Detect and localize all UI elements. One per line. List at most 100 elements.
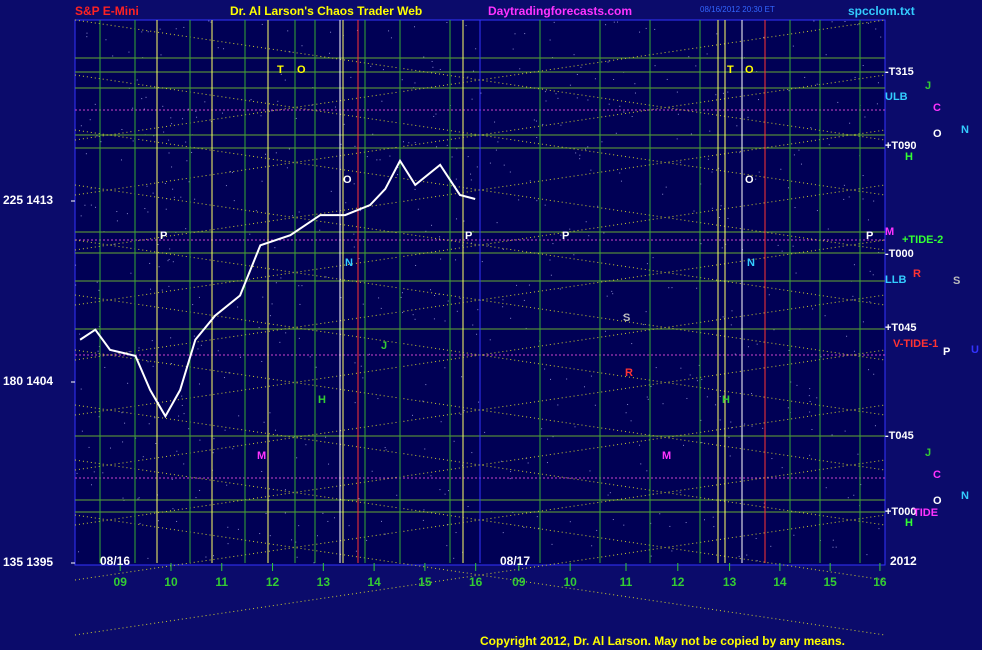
dot bbox=[662, 403, 664, 405]
dot bbox=[877, 82, 879, 84]
dot bbox=[157, 494, 159, 496]
dot bbox=[433, 115, 435, 117]
dot bbox=[138, 347, 140, 349]
dot bbox=[467, 506, 469, 508]
symbol: S&P E-Mini bbox=[75, 4, 139, 18]
dot bbox=[430, 475, 432, 477]
dot bbox=[402, 312, 404, 314]
dot bbox=[231, 172, 233, 174]
annotation: C bbox=[933, 469, 941, 481]
dot bbox=[161, 289, 163, 291]
dot bbox=[181, 404, 183, 406]
dot bbox=[792, 245, 794, 247]
dot bbox=[146, 185, 148, 187]
dot bbox=[650, 385, 652, 387]
dot bbox=[813, 20, 815, 22]
dot bbox=[476, 333, 478, 335]
dot bbox=[205, 556, 207, 558]
dot bbox=[812, 308, 814, 310]
diagonal bbox=[74, 184, 886, 306]
dot bbox=[872, 274, 874, 276]
dot bbox=[271, 110, 273, 112]
dot bbox=[867, 219, 869, 221]
dot bbox=[472, 230, 474, 232]
dot bbox=[549, 259, 551, 261]
dot bbox=[551, 543, 553, 545]
x-tick-label: 14 bbox=[367, 575, 381, 589]
dot bbox=[185, 228, 187, 230]
dot bbox=[569, 521, 571, 523]
x-tick-label: 14 bbox=[773, 575, 787, 589]
dot bbox=[76, 472, 78, 474]
dot bbox=[354, 145, 356, 147]
dot bbox=[489, 339, 491, 341]
dot bbox=[194, 198, 196, 200]
dot bbox=[550, 378, 552, 380]
dot bbox=[414, 318, 416, 320]
dot bbox=[615, 132, 617, 134]
dot bbox=[536, 200, 538, 202]
dot bbox=[172, 188, 174, 190]
dot bbox=[277, 100, 279, 102]
dot bbox=[298, 285, 300, 287]
dot bbox=[262, 296, 264, 298]
annotation: O bbox=[745, 174, 754, 186]
dot bbox=[500, 460, 502, 462]
dot bbox=[727, 217, 729, 219]
dot bbox=[279, 341, 281, 343]
dot bbox=[97, 350, 99, 352]
annotation: LLB bbox=[885, 274, 906, 286]
dot bbox=[611, 290, 613, 292]
dot bbox=[429, 289, 431, 291]
dot bbox=[299, 303, 301, 305]
dot bbox=[453, 440, 455, 442]
dot bbox=[384, 533, 386, 535]
dot bbox=[224, 429, 226, 431]
dot bbox=[685, 522, 687, 524]
dot bbox=[510, 471, 512, 473]
dot bbox=[608, 103, 610, 105]
dot bbox=[816, 397, 818, 399]
dot bbox=[75, 284, 77, 286]
dot bbox=[719, 396, 721, 398]
dot bbox=[609, 492, 611, 494]
dot bbox=[755, 178, 757, 180]
dot bbox=[305, 444, 307, 446]
dot bbox=[397, 174, 399, 176]
dot bbox=[831, 21, 833, 23]
dot bbox=[630, 420, 632, 422]
dot bbox=[444, 493, 446, 495]
dot bbox=[265, 153, 267, 155]
dot bbox=[217, 350, 219, 352]
dot bbox=[544, 91, 546, 93]
dot bbox=[362, 303, 364, 305]
dot bbox=[112, 55, 114, 57]
dot bbox=[590, 169, 592, 171]
dot bbox=[154, 417, 156, 419]
dot bbox=[377, 398, 379, 400]
dot bbox=[261, 23, 263, 25]
dot bbox=[368, 353, 370, 355]
dot bbox=[465, 25, 467, 27]
dot bbox=[756, 560, 758, 562]
dot bbox=[284, 79, 286, 81]
dot bbox=[604, 330, 606, 332]
annotation: J bbox=[381, 340, 387, 352]
dot bbox=[472, 324, 474, 326]
dot bbox=[671, 550, 673, 552]
dot bbox=[327, 520, 329, 522]
dot bbox=[431, 224, 433, 226]
chart-title: Dr. Al Larson's Chaos Trader Web bbox=[230, 4, 422, 18]
dot bbox=[444, 320, 446, 322]
annotation: O bbox=[933, 495, 942, 507]
dot bbox=[853, 494, 855, 496]
dot bbox=[138, 497, 140, 499]
dot bbox=[213, 438, 215, 440]
y-tick-label: 180 1404 bbox=[3, 374, 53, 388]
dot bbox=[563, 238, 565, 240]
dot bbox=[384, 447, 386, 449]
dot bbox=[93, 471, 95, 473]
dot bbox=[557, 97, 559, 99]
dot bbox=[227, 543, 229, 545]
dot bbox=[414, 82, 416, 84]
